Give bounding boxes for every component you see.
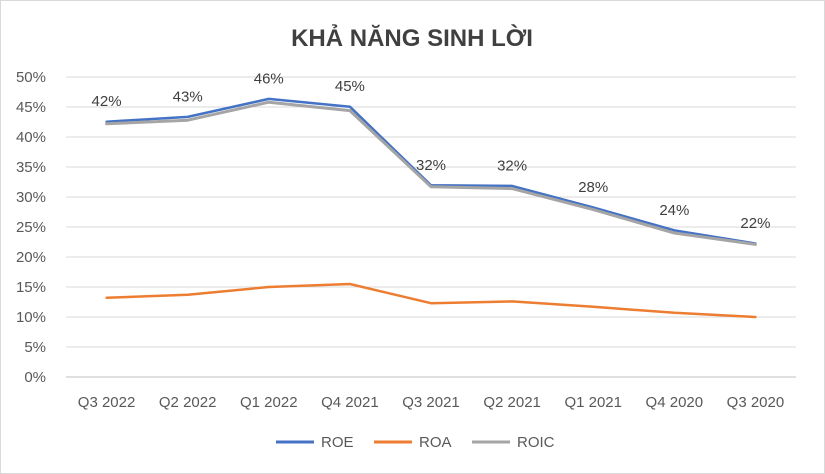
legend-label-roe: ROE <box>321 434 354 451</box>
x-tick-label: Q4 2020 <box>646 394 704 411</box>
x-tick-label: Q3 2020 <box>727 394 785 411</box>
y-tick-label: 30% <box>16 189 46 206</box>
y-tick-label: 0% <box>24 369 46 386</box>
legend: ROE ROA ROIC <box>276 434 555 451</box>
data-label: 22% <box>740 215 770 232</box>
y-axis-ticks: 0% 5% 10% 15% 20% 25% 30% 35% 40% 45% 50% <box>16 69 46 386</box>
y-tick-label: 5% <box>24 339 46 356</box>
legend-label-roa: ROA <box>419 434 452 451</box>
y-tick-label: 25% <box>16 219 46 236</box>
chart-title: KHẢ NĂNG SINH LỜI <box>291 23 533 52</box>
series-lines <box>105 97 757 319</box>
data-label: 43% <box>173 88 203 105</box>
data-label: 28% <box>578 179 608 196</box>
y-tick-label: 10% <box>16 309 46 326</box>
x-tick-label: Q3 2022 <box>78 394 136 411</box>
y-tick-label: 35% <box>16 159 46 176</box>
x-axis-ticks: Q3 2022 Q2 2022 Q1 2022 Q4 2021 Q3 2021 Q2 20… <box>78 394 784 411</box>
y-tick-label: 20% <box>16 249 46 266</box>
data-label: 24% <box>659 202 689 219</box>
y-tick-label: 50% <box>16 69 46 86</box>
y-tick-label: 45% <box>16 99 46 116</box>
data-label: 46% <box>254 70 284 87</box>
x-tick-label: Q3 2021 <box>402 394 460 411</box>
x-tick-label: Q4 2021 <box>321 394 379 411</box>
legend-label-roic: ROIC <box>517 434 555 451</box>
x-tick-label: Q1 2021 <box>564 394 622 411</box>
series-line-roa <box>105 282 757 319</box>
series-line-roic <box>105 100 757 246</box>
x-tick-label: Q2 2021 <box>483 394 541 411</box>
y-tick-label: 40% <box>16 129 46 146</box>
y-tick-label: 15% <box>16 279 46 296</box>
gridlines <box>66 76 796 378</box>
data-label: 42% <box>92 93 122 110</box>
x-tick-label: Q2 2022 <box>159 394 217 411</box>
data-label: 45% <box>335 78 365 95</box>
x-tick-label: Q1 2022 <box>240 394 298 411</box>
data-label: 32% <box>416 157 446 174</box>
data-label: 32% <box>497 157 527 174</box>
data-labels: 42% 43% 46% 45% 32% 32% 28% 24% 22% <box>92 70 771 232</box>
